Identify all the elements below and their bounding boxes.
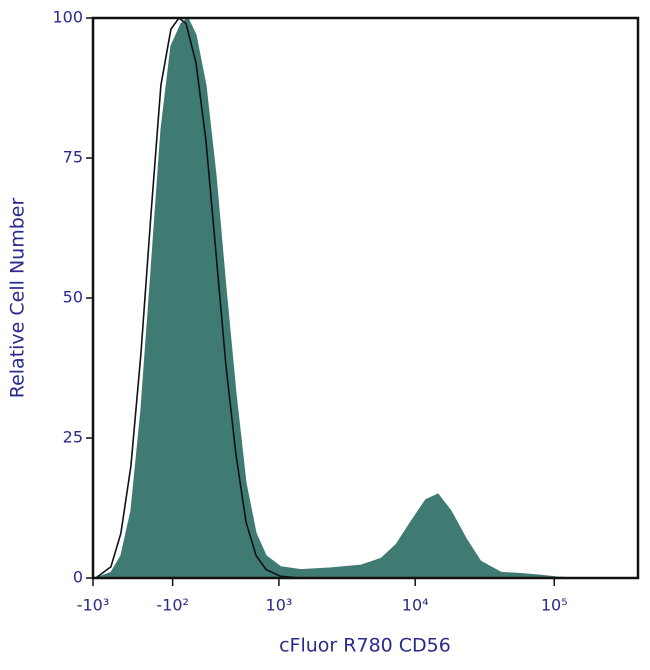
x-tick-label: -10² xyxy=(156,596,189,615)
x-tick-label: 10⁵ xyxy=(541,596,568,615)
histogram-area xyxy=(95,17,571,579)
y-tick-label: 50 xyxy=(63,288,83,307)
y-tick-label: 100 xyxy=(52,8,83,27)
histogram-outline xyxy=(95,16,301,579)
x-tick-label: 10³ xyxy=(266,596,293,615)
y-tick-label: 75 xyxy=(63,148,83,167)
x-tick-label: 10⁴ xyxy=(402,596,429,615)
y-tick-label: 0 xyxy=(73,568,83,587)
y-axis-title: Relative Cell Number xyxy=(7,198,29,399)
x-axis-title: cFluor R780 CD56 xyxy=(279,635,451,657)
x-tick-label: -10³ xyxy=(77,596,110,615)
y-tick-label: 25 xyxy=(63,428,83,447)
